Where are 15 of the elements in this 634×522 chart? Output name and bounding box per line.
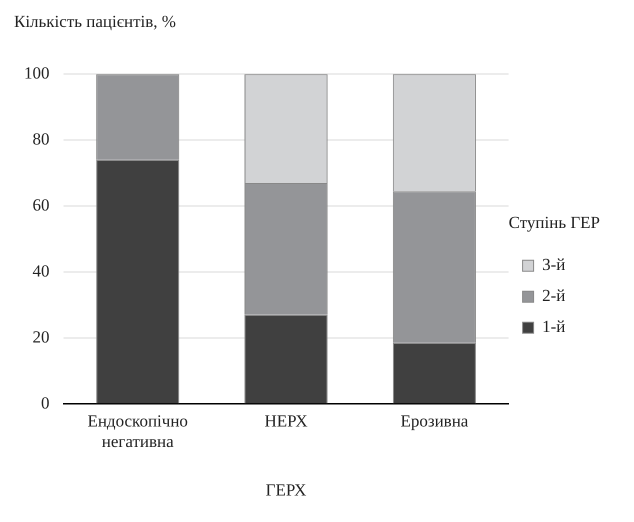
y-tick-label: 40	[32, 261, 50, 280]
x-axis-title: ГЕРХ	[266, 480, 306, 500]
x-tick-label: НЕРХ	[264, 411, 308, 430]
legend-label: 3-й	[542, 255, 566, 274]
x-tick-label: Ендоскопічно негативна	[87, 411, 188, 451]
y-tick-label: 0	[41, 393, 50, 412]
y-tick-label: 20	[32, 327, 50, 346]
y-tick-label: 100	[24, 64, 50, 83]
legend-label: 1-й	[542, 317, 566, 336]
y-tick-label: 80	[32, 130, 50, 149]
y-axis-title: Кількість пацієнтів, %	[14, 12, 176, 32]
x-tick-label: Ерозивна	[400, 411, 469, 430]
y-tick-label: 60	[32, 196, 50, 215]
legend-label: 2-й	[542, 286, 566, 306]
legend-title: Ступінь ГЕР	[508, 212, 600, 232]
